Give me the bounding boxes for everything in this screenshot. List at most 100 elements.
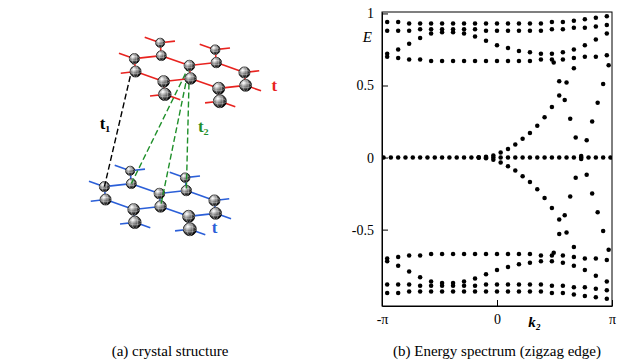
point bbox=[594, 286, 599, 291]
y-axis-tick: 0.5 bbox=[357, 78, 389, 93]
point bbox=[407, 269, 412, 274]
atom bbox=[129, 54, 139, 64]
point bbox=[440, 155, 445, 160]
point bbox=[564, 230, 569, 235]
point bbox=[605, 14, 610, 19]
point bbox=[550, 259, 555, 264]
point bbox=[506, 265, 511, 270]
point bbox=[506, 147, 511, 152]
point bbox=[473, 34, 478, 39]
x-axis-tick: 0 bbox=[494, 300, 501, 327]
x-axis-title: k₂ bbox=[528, 314, 541, 330]
atom-meridian bbox=[242, 67, 247, 78]
atom-parallel bbox=[100, 197, 111, 201]
x-axis-line bbox=[383, 306, 613, 307]
hopping-t2 bbox=[131, 66, 189, 184]
point bbox=[605, 288, 610, 293]
atom bbox=[239, 67, 250, 78]
series bbox=[551, 63, 610, 255]
point bbox=[583, 294, 588, 299]
point bbox=[407, 21, 412, 26]
point bbox=[513, 168, 518, 173]
point bbox=[462, 284, 467, 289]
point bbox=[557, 217, 562, 222]
point bbox=[396, 263, 401, 268]
point bbox=[583, 256, 588, 261]
atom bbox=[156, 38, 165, 47]
atom-parallel bbox=[210, 48, 220, 52]
y-axis-tick-label: 1 bbox=[367, 6, 374, 21]
point bbox=[462, 27, 467, 32]
point bbox=[498, 155, 503, 160]
atom-meridian bbox=[128, 166, 132, 175]
atom-meridian bbox=[159, 51, 163, 61]
point bbox=[440, 27, 445, 32]
point bbox=[572, 155, 577, 160]
atom-meridian bbox=[243, 79, 248, 91]
point bbox=[440, 21, 445, 26]
point bbox=[495, 289, 500, 294]
point bbox=[407, 28, 412, 33]
data-points bbox=[382, 14, 612, 301]
x-axis: -π0π bbox=[377, 300, 616, 327]
point bbox=[473, 289, 478, 294]
atom-meridian bbox=[157, 188, 162, 199]
point bbox=[561, 20, 566, 25]
point bbox=[520, 137, 525, 142]
point bbox=[506, 28, 511, 33]
point bbox=[528, 289, 533, 294]
point bbox=[495, 59, 500, 64]
point bbox=[462, 252, 467, 257]
point bbox=[557, 155, 562, 160]
atom-parallel bbox=[126, 169, 135, 173]
point bbox=[542, 196, 547, 201]
atom-parallel bbox=[185, 76, 196, 81]
point bbox=[517, 289, 522, 294]
point bbox=[462, 279, 467, 284]
atom-meridian bbox=[186, 210, 191, 222]
point bbox=[539, 253, 544, 258]
point bbox=[506, 289, 511, 294]
point bbox=[476, 155, 481, 160]
point bbox=[528, 131, 533, 136]
atom bbox=[126, 179, 136, 189]
plot-frame bbox=[382, 12, 612, 306]
atom-meridian bbox=[162, 88, 168, 100]
point bbox=[573, 135, 578, 140]
point bbox=[535, 187, 540, 192]
point bbox=[528, 59, 533, 64]
atom bbox=[159, 88, 171, 100]
point bbox=[583, 54, 588, 59]
point bbox=[440, 284, 445, 289]
point bbox=[594, 54, 599, 59]
point bbox=[473, 27, 478, 32]
point bbox=[447, 155, 452, 160]
y-axis: -0.5 0 0.5 1 bbox=[352, 6, 388, 306]
point bbox=[425, 155, 430, 160]
point bbox=[396, 47, 401, 52]
series bbox=[385, 30, 609, 56]
y-axis-tick-label: 0 bbox=[367, 151, 374, 166]
point bbox=[539, 289, 544, 294]
y-axis-tick-label: -0.5 bbox=[352, 223, 374, 238]
atom bbox=[129, 216, 141, 228]
point bbox=[484, 59, 489, 64]
point bbox=[451, 27, 456, 32]
point bbox=[429, 289, 434, 294]
point bbox=[517, 262, 522, 267]
y-axis-tick-mark bbox=[382, 86, 388, 87]
point bbox=[561, 50, 566, 55]
point bbox=[528, 50, 533, 55]
point bbox=[429, 252, 434, 257]
point bbox=[476, 155, 481, 160]
point bbox=[473, 59, 478, 64]
point bbox=[550, 52, 555, 57]
point bbox=[605, 31, 610, 36]
point bbox=[418, 275, 423, 280]
point bbox=[605, 53, 610, 58]
atom-meridian bbox=[131, 204, 136, 216]
point bbox=[396, 56, 401, 61]
atom-meridian bbox=[133, 66, 138, 77]
point bbox=[557, 93, 562, 98]
point bbox=[506, 252, 511, 257]
